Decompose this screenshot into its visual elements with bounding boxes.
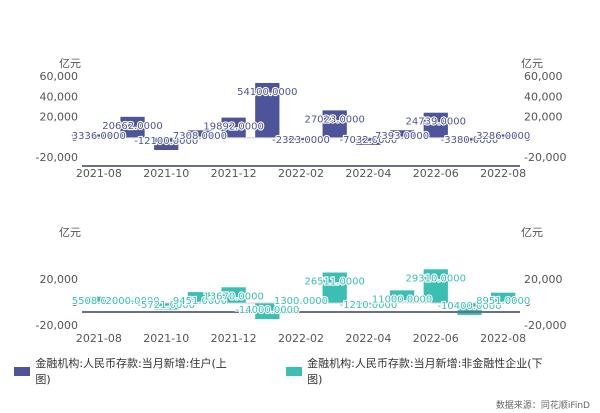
legend: 金融机构:人民币存款:当月新增:住户(上图) 金融机构:人民币存款:当月新增:非… <box>14 355 600 387</box>
data-label: 7393.0000 <box>375 131 429 142</box>
data-label: 27023.0000 <box>304 114 364 125</box>
y-tick-label-right: -20,000 <box>524 319 566 332</box>
y-tick-label-right: 20,000 <box>524 111 563 124</box>
legend-item-enterprises[interactable]: 金融机构:人民币存款:当月新增:非金融性企业(下图) <box>285 355 548 387</box>
y-tick-label-left: 0 <box>71 296 78 309</box>
x-tick-label: 2021-10 <box>143 167 189 180</box>
bar <box>154 137 179 151</box>
bar <box>120 116 145 138</box>
bar <box>423 112 448 138</box>
bar <box>154 303 179 310</box>
legend-swatch-households <box>14 366 31 376</box>
data-label: 20662.0000 <box>102 121 162 132</box>
data-label: 9451.0000 <box>173 296 227 307</box>
y-tick-label-left: -20,000 <box>36 319 78 332</box>
data-label: 5508.0000 <box>72 296 126 307</box>
data-label: 29310.0000 <box>406 273 466 284</box>
y-tick-label-left: 20,000 <box>40 273 79 286</box>
y-axis-unit-right: 亿元 <box>521 57 543 70</box>
data-label: 8951.0000 <box>476 296 530 307</box>
x-tick-label: 2021-12 <box>211 167 257 180</box>
x-tick-label: 2021-12 <box>211 332 257 345</box>
y-axis-unit-left: 亿元 <box>59 226 81 239</box>
y-tick-label-left: 60,000 <box>40 70 79 83</box>
bar <box>322 110 347 138</box>
y-tick-label-right: -20,000 <box>524 151 566 164</box>
legend-item-households[interactable]: 金融机构:人民币存款:当月新增:住户(上图) <box>14 355 234 387</box>
bar <box>187 130 213 138</box>
bar <box>288 301 314 303</box>
bar <box>221 287 246 303</box>
bar <box>221 117 246 138</box>
x-tick-label: 2022-08 <box>480 167 526 180</box>
x-tick-label: 2022-06 <box>413 167 459 180</box>
data-label: 2000.0000 <box>105 296 159 307</box>
legend-label-enterprises: 金融机构:人民币存款:当月新增:非金融性企业(下图) <box>307 357 543 386</box>
data-label: -12100.0000 <box>134 136 198 147</box>
data-label: 1300.0000 <box>274 296 328 307</box>
data-label: -5721.0000 <box>137 300 195 311</box>
bar <box>86 134 111 138</box>
bar <box>356 303 381 305</box>
data-label: 54100.0000 <box>237 87 297 98</box>
x-tick-label: 2022-04 <box>345 167 391 180</box>
x-tick-label: 2022-06 <box>413 332 459 345</box>
bar <box>356 137 381 145</box>
bar <box>86 296 111 303</box>
data-label: 19892.0000 <box>203 122 263 133</box>
bar <box>120 300 145 303</box>
y-tick-label-left: 0 <box>71 131 78 144</box>
x-tick-label: 2021-10 <box>143 332 189 345</box>
y-tick-label-right: 0 <box>524 296 531 309</box>
bar <box>457 137 482 142</box>
y-tick-label-left: 20,000 <box>40 111 79 124</box>
legend-swatch-enterprises <box>285 366 303 376</box>
bar <box>322 272 347 303</box>
x-tick-label: 2021-08 <box>76 332 122 345</box>
x-tick-label: 2022-04 <box>345 332 391 345</box>
x-tick-label: 2022-02 <box>278 167 324 180</box>
bar <box>491 292 516 303</box>
bar <box>389 130 415 138</box>
data-label: 7308.0000 <box>173 131 227 142</box>
data-source: 数据来源：同花顺iFinD <box>495 401 590 411</box>
bar <box>389 290 415 303</box>
bar <box>457 303 482 315</box>
y-tick-label-right: 20,000 <box>524 273 563 286</box>
legend-label-households: 金融机构:人民币存款:当月新增:住户(上图) <box>35 357 227 386</box>
data-label: 3286.0000 <box>476 131 530 142</box>
bar <box>187 292 213 303</box>
y-tick-label-left: -20,000 <box>36 151 78 164</box>
x-tick-label: 2022-02 <box>278 332 324 345</box>
data-label: 13670.0000 <box>203 291 263 302</box>
y-tick-label-right: 0 <box>524 131 531 144</box>
x-tick-label: 2021-08 <box>76 167 122 180</box>
y-axis-unit-right: 亿元 <box>521 226 543 239</box>
y-tick-label-right: 40,000 <box>524 90 563 103</box>
data-label: 26511.0000 <box>304 277 364 288</box>
y-tick-label-right: 60,000 <box>524 70 563 83</box>
bar <box>423 269 448 303</box>
data-label: -2323.0000 <box>272 135 330 146</box>
data-label: -1210.0000 <box>340 300 398 311</box>
y-axis-unit-left: 亿元 <box>59 57 81 70</box>
data-label: 11000.0000 <box>372 294 432 305</box>
data-label: -14000.0000 <box>235 305 299 316</box>
bar <box>255 82 280 138</box>
data-label: 24739.0000 <box>406 117 466 128</box>
bar <box>491 134 516 138</box>
data-label: -3380.0000 <box>441 135 499 146</box>
data-label: 3336.0000 <box>72 131 126 142</box>
x-tick-label: 2022-08 <box>480 332 526 345</box>
bar <box>288 137 314 141</box>
data-label: -7032.0000 <box>340 135 398 146</box>
data-label: -10400.0000 <box>437 301 501 312</box>
y-tick-label-left: 40,000 <box>40 90 79 103</box>
